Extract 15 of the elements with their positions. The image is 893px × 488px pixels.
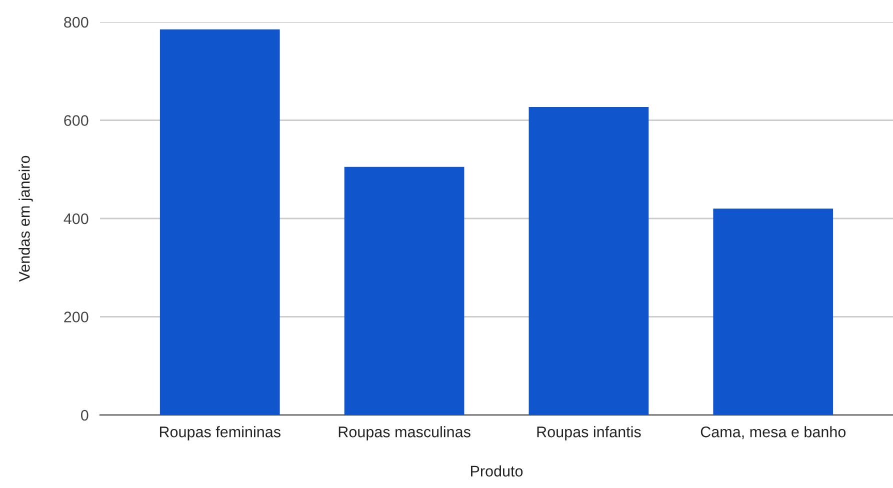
bar	[344, 166, 464, 415]
bar	[528, 106, 649, 415]
x-tick-label: Roupas masculinas	[338, 426, 470, 440]
bar	[160, 29, 280, 415]
y-tick-label: 0	[80, 410, 88, 421]
x-tick-label: Cama, mesa e banho	[700, 426, 846, 440]
bar	[713, 208, 834, 415]
y-tick-label: 800	[64, 16, 88, 28]
x-tick-label: Roupas infantis	[537, 426, 641, 440]
y-tick-label: 600	[64, 115, 88, 126]
x-tick-label: Roupas femininas	[160, 426, 280, 440]
y-tick-label: 400	[64, 213, 88, 224]
y-tick-label: 200	[64, 312, 88, 322]
y-axis-title: Vendas em janeiro	[18, 156, 33, 282]
x-axis-title: Produto	[471, 465, 523, 477]
